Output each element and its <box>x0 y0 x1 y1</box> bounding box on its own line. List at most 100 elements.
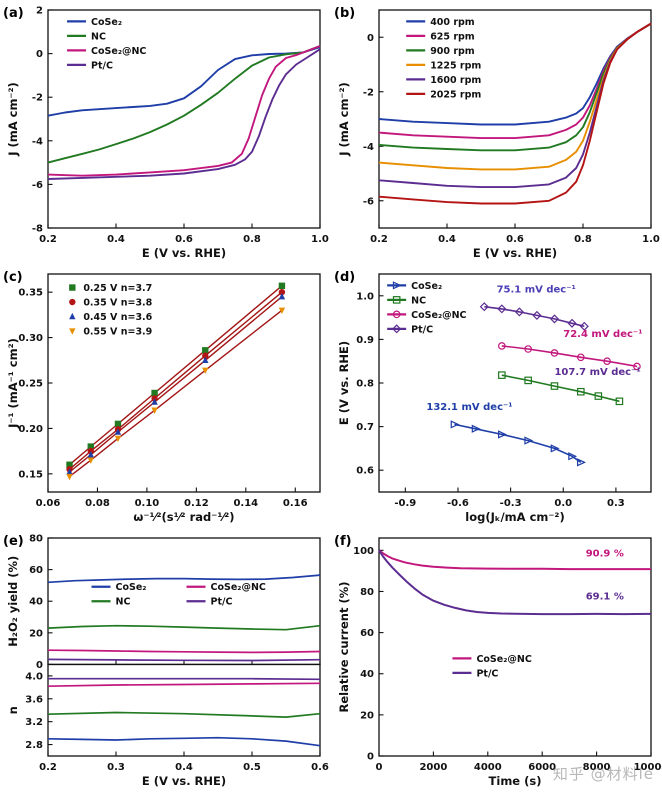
svg-text:0.6: 0.6 <box>175 234 193 245</box>
svg-text:-4: -4 <box>32 136 43 147</box>
svg-text:0.6: 0.6 <box>506 234 524 245</box>
svg-text:0.14: 0.14 <box>233 498 258 509</box>
svg-text:60: 60 <box>29 565 43 576</box>
svg-text:625 rpm: 625 rpm <box>430 31 475 42</box>
panel-e-h2o2-yield-n-chart: 0 20 40 60 80 CoSe₂ CoSe₂@NC NC Pt/C H₂O₂ yield (… <box>0 528 331 792</box>
svg-text:-6: -6 <box>363 196 374 207</box>
svg-text:4000: 4000 <box>474 762 502 773</box>
svg-text:log(Jₖ/mA cm⁻²): log(Jₖ/mA cm⁻²) <box>465 510 564 524</box>
svg-text:8000: 8000 <box>583 762 611 773</box>
svg-text:CoSe₂@NC: CoSe₂@NC <box>91 46 146 57</box>
panel-c-koutecky-levich-chart: 0.15 0.20 0.25 0.30 0.35 0.06 0.08 0.10 0.12 0.14… <box>0 264 331 528</box>
svg-text:0.35 V n=3.8: 0.35 V n=3.8 <box>83 298 152 309</box>
svg-text:-0.9: -0.9 <box>394 498 416 509</box>
svg-text:0.08: 0.08 <box>85 498 110 509</box>
svg-text:0.4: 0.4 <box>438 234 456 245</box>
svg-text:75.1 mV dec⁻¹: 75.1 mV dec⁻¹ <box>497 284 576 295</box>
svg-text:0.25 V n=3.7: 0.25 V n=3.7 <box>83 283 152 294</box>
svg-text:0.30: 0.30 <box>18 333 43 344</box>
svg-text:90.9 %: 90.9 % <box>586 549 624 560</box>
svg-text:0.3: 0.3 <box>107 762 125 773</box>
svg-text:60: 60 <box>360 628 374 639</box>
svg-text:20: 20 <box>29 628 43 639</box>
svg-text:1.0: 1.0 <box>356 291 374 302</box>
svg-text:0.06: 0.06 <box>36 498 61 509</box>
svg-text:0.20: 0.20 <box>18 424 43 435</box>
svg-text:100: 100 <box>353 546 374 557</box>
svg-text:(f): (f) <box>334 534 352 549</box>
svg-text:4.0: 4.0 <box>25 671 43 682</box>
svg-text:400 rpm: 400 rpm <box>430 17 475 28</box>
svg-text:Pt/C: Pt/C <box>411 324 433 335</box>
svg-text:40: 40 <box>360 669 374 680</box>
svg-text:0: 0 <box>376 762 383 773</box>
svg-text:0.6: 0.6 <box>311 762 329 773</box>
svg-text:2.8: 2.8 <box>25 740 43 751</box>
svg-text:Relative current (%): Relative current (%) <box>337 582 351 713</box>
svg-text:-0.6: -0.6 <box>447 498 469 509</box>
svg-text:0.45 V n=3.6: 0.45 V n=3.6 <box>83 312 152 323</box>
svg-text:2025 rpm: 2025 rpm <box>430 89 481 100</box>
svg-text:E (V vs. RHE): E (V vs. RHE) <box>142 246 226 260</box>
svg-text:-6: -6 <box>32 180 43 191</box>
svg-text:J (mA cm⁻²): J (mA cm⁻²) <box>6 82 20 157</box>
svg-text:0: 0 <box>367 33 374 44</box>
svg-text:(d): (d) <box>334 270 355 285</box>
svg-text:0.4: 0.4 <box>175 762 193 773</box>
svg-text:-2: -2 <box>363 87 374 98</box>
svg-text:40: 40 <box>29 597 43 608</box>
svg-text:0.6: 0.6 <box>356 466 374 477</box>
svg-text:(b): (b) <box>334 6 355 21</box>
svg-text:0.25: 0.25 <box>18 379 43 390</box>
svg-text:n: n <box>6 706 20 714</box>
svg-text:0.4: 0.4 <box>107 234 125 245</box>
svg-text:3.2: 3.2 <box>25 717 43 728</box>
svg-text:CoSe₂: CoSe₂ <box>411 281 442 292</box>
svg-text:NC: NC <box>116 597 131 608</box>
svg-text:0.8: 0.8 <box>356 379 374 390</box>
svg-text:J⁻¹ (mA⁻¹ cm²): J⁻¹ (mA⁻¹ cm²) <box>6 338 20 429</box>
svg-text:0: 0 <box>36 660 43 671</box>
svg-text:ω⁻¹⁄²(s¹⁄² rad⁻¹⁄²): ω⁻¹⁄²(s¹⁄² rad⁻¹⁄²) <box>133 510 234 524</box>
svg-text:0.16: 0.16 <box>283 498 308 509</box>
svg-text:0: 0 <box>367 752 374 763</box>
svg-text:1.0: 1.0 <box>642 234 660 245</box>
svg-text:80: 80 <box>360 587 374 598</box>
svg-text:0.0: 0.0 <box>554 498 572 509</box>
svg-text:CoSe₂@NC: CoSe₂@NC <box>411 310 466 321</box>
svg-text:0.2: 0.2 <box>39 234 57 245</box>
svg-text:2: 2 <box>36 6 43 17</box>
svg-text:900 rpm: 900 rpm <box>430 46 475 57</box>
svg-text:10000: 10000 <box>634 762 662 773</box>
svg-text:0.2: 0.2 <box>370 234 388 245</box>
svg-text:0.8: 0.8 <box>574 234 592 245</box>
svg-text:Time (s): Time (s) <box>489 774 542 788</box>
svg-text:0.2: 0.2 <box>39 762 57 773</box>
svg-text:Pt/C: Pt/C <box>476 668 498 679</box>
svg-text:132.1 mV dec⁻¹: 132.1 mV dec⁻¹ <box>426 402 512 413</box>
svg-text:J (mA cm⁻²): J (mA cm⁻²) <box>337 82 351 157</box>
svg-text:E (V vs. RHE): E (V vs. RHE) <box>142 774 226 788</box>
svg-text:Pt/C: Pt/C <box>91 60 113 71</box>
svg-text:0.15: 0.15 <box>18 469 43 480</box>
svg-text:6000: 6000 <box>528 762 556 773</box>
svg-text:0: 0 <box>36 49 43 60</box>
svg-text:-4: -4 <box>363 142 374 153</box>
svg-text:107.7 mV dec⁻¹: 107.7 mV dec⁻¹ <box>554 367 640 378</box>
svg-text:0.9: 0.9 <box>356 335 374 346</box>
svg-text:-8: -8 <box>32 224 43 235</box>
svg-text:0.5: 0.5 <box>243 762 261 773</box>
svg-text:H₂O₂ yield (%): H₂O₂ yield (%) <box>6 556 20 647</box>
svg-text:69.1 %: 69.1 % <box>586 592 624 603</box>
svg-text:CoSe₂: CoSe₂ <box>91 17 122 28</box>
svg-text:CoSe₂: CoSe₂ <box>116 582 147 593</box>
svg-text:0.7: 0.7 <box>356 422 374 433</box>
svg-text:-2: -2 <box>32 93 43 104</box>
svg-text:-0.3: -0.3 <box>500 498 522 509</box>
svg-text:1600 rpm: 1600 rpm <box>430 75 481 86</box>
svg-text:Pt/C: Pt/C <box>211 597 233 608</box>
svg-text:0.55 V n=3.9: 0.55 V n=3.9 <box>83 327 152 338</box>
panel-a-lsv-comparison-chart: -8 -6 -4 -2 0 2 0.2 0.4 0.6 0.8 1.0 CoSe₂ NC CoSe₂@NC… <box>0 0 331 264</box>
svg-text:NC: NC <box>411 295 426 306</box>
